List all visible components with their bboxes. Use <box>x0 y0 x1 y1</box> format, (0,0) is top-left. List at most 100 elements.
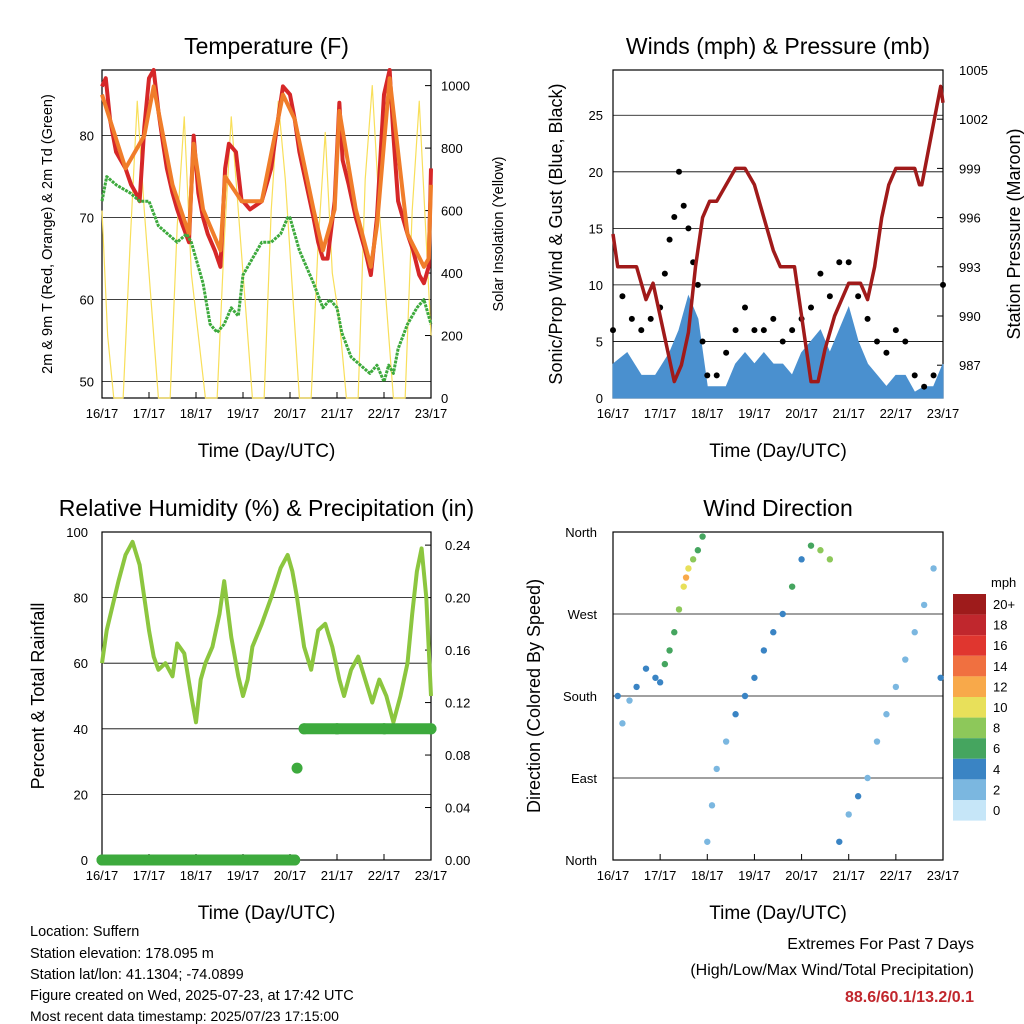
gust-point <box>671 214 678 221</box>
x-tick-label: 20/17 <box>785 406 818 421</box>
legend-label: 18 <box>993 618 1007 633</box>
y2-tick-label: 0.20 <box>445 591 470 606</box>
y2-tick-label: 999 <box>959 161 981 176</box>
wind-direction-point <box>708 802 716 809</box>
gust-point <box>732 327 739 334</box>
wind-direction-point <box>817 547 824 554</box>
legend-label: 20+ <box>993 597 1015 612</box>
x-tick-label: 19/17 <box>227 406 260 421</box>
wind-direction-point <box>642 665 650 672</box>
x-tick-label: 21/17 <box>321 406 354 421</box>
y2-tick-label: 0.24 <box>445 538 470 553</box>
y-axis-label: Direction (Colored By Speed) <box>524 579 544 813</box>
y-axis-label-right: Solar Insolation (Yellow) <box>491 156 507 311</box>
x-tick-label: 18/17 <box>180 868 213 883</box>
y2-tick-label: 0.16 <box>445 643 470 658</box>
precip-point <box>190 854 202 866</box>
legend-swatch <box>953 758 986 780</box>
chart-title-0: Temperature (F) <box>184 33 349 59</box>
info-created: Figure created on Wed, 2025-07-23, at 17… <box>30 988 354 1004</box>
legend-label: 10 <box>993 700 1007 715</box>
series-line-9m-t <box>100 76 433 269</box>
gust-point <box>628 315 635 322</box>
info-latlon: Station lat/lon: 41.1304; -74.0899 <box>30 967 244 983</box>
y2-tick-label: 400 <box>441 266 463 281</box>
legend-swatch <box>953 697 986 718</box>
wind-direction-point <box>722 738 730 745</box>
x-tick-label: 17/17 <box>133 868 166 883</box>
x-tick-label: 17/17 <box>133 406 166 421</box>
extremes-values: 88.6/60.1/13.2/0.1 <box>845 989 974 1006</box>
y-tick-label: 15 <box>589 221 603 236</box>
extremes-title: Extremes For Past 7 Days <box>787 936 974 953</box>
y-axis-label: Percent & Total Rainfall <box>28 603 48 790</box>
wind-direction-point <box>779 610 786 618</box>
gust-point <box>817 270 824 277</box>
series-line-relative-humidity <box>100 539 433 725</box>
y-tick-label: 20 <box>589 165 603 180</box>
gust-point <box>661 270 668 277</box>
wind-direction-point <box>937 674 944 681</box>
gust-point <box>940 281 946 288</box>
precip-point <box>143 854 155 866</box>
x-tick-label: 20/17 <box>274 868 307 883</box>
gust-point <box>789 327 796 334</box>
y-tick-label: 70 <box>80 211 94 226</box>
wind-direction-point <box>798 556 805 563</box>
x-tick-label: 19/17 <box>738 868 771 883</box>
precip-point <box>237 854 249 866</box>
x-tick-label: 23/17 <box>927 406 960 421</box>
y-tick-label: 60 <box>74 656 88 671</box>
y2-tick-label: 990 <box>959 309 981 324</box>
x-tick-label: 23/17 <box>927 868 960 883</box>
gust-point <box>770 315 777 322</box>
y2-tick-label: 0.12 <box>445 696 470 711</box>
legend-swatch <box>953 676 986 697</box>
y-tick-label: 80 <box>74 591 88 606</box>
x-tick-label: 20/17 <box>785 868 818 883</box>
x-axis-label-1: Time (Day/UTC) <box>709 441 847 462</box>
x-tick-label: 21/17 <box>321 868 354 883</box>
x-tick-label: 23/17 <box>415 868 448 883</box>
wind-direction-point <box>680 583 687 590</box>
wind-direction-point <box>689 556 697 563</box>
y-tick-label: East <box>571 771 597 786</box>
y-axis-label-left: Sonic/Prop Wind & Gust (Blue, Black) <box>546 83 566 384</box>
x-axis-label-2: Time (Day/UTC) <box>198 903 336 924</box>
y-tick-label: West <box>568 607 598 622</box>
precip-point <box>425 723 437 735</box>
gust-point <box>680 202 687 209</box>
gust-point <box>647 315 654 322</box>
extremes-subtitle: (High/Low/Max Wind/Total Precipitation) <box>690 962 974 979</box>
wind-direction-point <box>911 629 918 636</box>
legend-label: 14 <box>993 659 1007 674</box>
legend-label: 16 <box>993 638 1007 653</box>
gust-point <box>883 349 890 356</box>
x-tick-label: 19/17 <box>738 406 771 421</box>
legend-swatch <box>953 738 986 759</box>
y2-tick-label: 993 <box>959 260 981 275</box>
gust-point <box>676 168 682 175</box>
gust-point <box>826 293 833 300</box>
y-tick-label: 80 <box>80 129 94 144</box>
gust-point <box>836 259 843 266</box>
precip-point <box>378 723 390 735</box>
gust-point <box>694 281 701 288</box>
series-area-wind <box>612 294 944 399</box>
wind-direction-point <box>652 674 659 681</box>
wind-direction-point <box>699 533 706 540</box>
legend-label: 6 <box>993 741 1000 756</box>
y2-tick-label: 600 <box>441 204 463 219</box>
chart-title-3: Wind Direction <box>703 495 853 521</box>
gust-point <box>742 304 748 311</box>
wind-direction-point <box>685 565 692 572</box>
wind-direction-point <box>864 774 871 782</box>
series-line-station-pressure <box>611 84 945 384</box>
x-tick-label: 22/17 <box>880 406 913 421</box>
chart-title-2: Relative Humidity (%) & Precipitation (i… <box>59 495 474 521</box>
y-tick-label: 50 <box>80 375 94 390</box>
y2-tick-label: 200 <box>441 329 463 344</box>
y2-tick-label: 996 <box>959 211 981 226</box>
wind-direction-point <box>741 692 749 700</box>
